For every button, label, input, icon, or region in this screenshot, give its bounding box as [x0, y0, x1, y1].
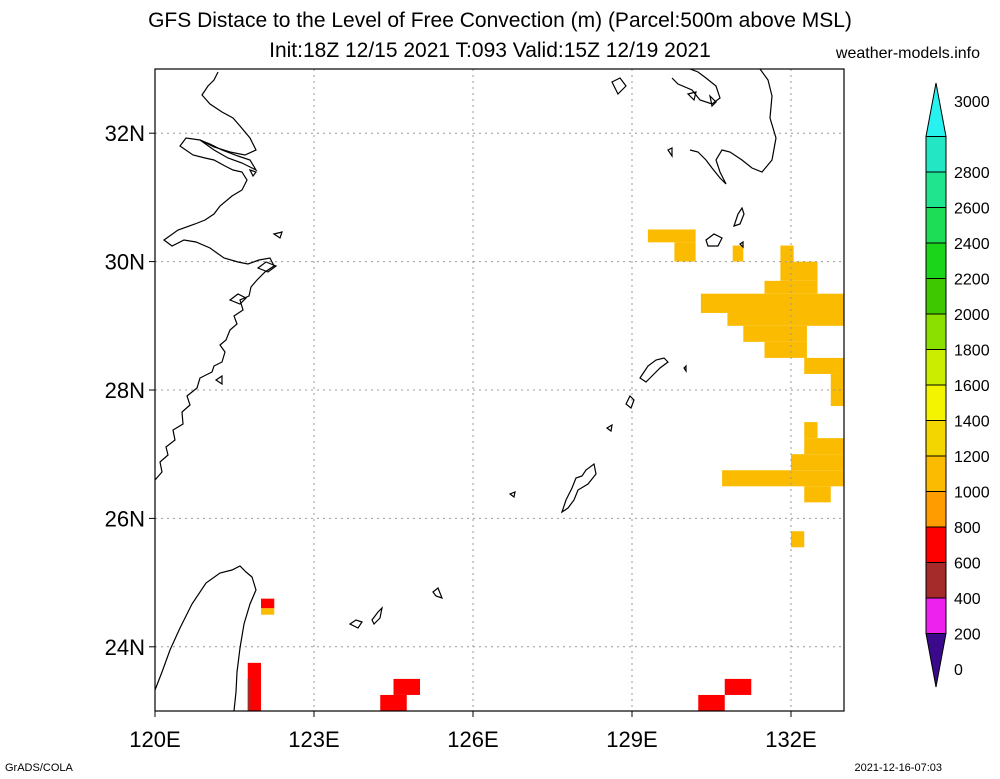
coastal-islands — [214, 168, 283, 386]
field-cell-20 — [247, 662, 261, 711]
colorbar-swatch — [925, 278, 947, 315]
kyushu-coastline — [671, 69, 721, 105]
field-cell-13 — [804, 438, 844, 455]
field-cell-3 — [780, 245, 794, 262]
colorbar-swatch — [925, 526, 947, 563]
colorbar-swatch — [925, 242, 947, 279]
colorbar-swatch — [925, 455, 947, 492]
kyushu-south — [689, 69, 777, 185]
timestamp-label: 2021-12-16-07:03 — [854, 762, 942, 774]
colorbar-level-label: 3000 — [954, 94, 990, 111]
colorbar-swatch — [925, 171, 947, 208]
miyako-islands — [348, 587, 444, 629]
field-cell-18 — [261, 598, 275, 609]
colorbar-swatch — [925, 562, 947, 599]
lat-tick-label: 26N — [105, 506, 145, 531]
colorbar-level-label: 400 — [954, 591, 981, 608]
field-cell-25 — [724, 678, 752, 695]
lon-tick-label: 120E — [129, 727, 180, 752]
lat-tick-label: 32N — [105, 121, 145, 146]
lat-tick-label: 24N — [105, 635, 145, 660]
field-cell-21 — [247, 678, 251, 711]
field-cell-19 — [261, 608, 275, 615]
islet-e — [739, 240, 744, 249]
islet-b — [605, 423, 613, 433]
site-label[interactable]: weather-models.info — [835, 45, 980, 62]
amami-island — [639, 357, 669, 383]
colorbar-level-label: 1200 — [954, 449, 990, 466]
colorbar: 0 200 400 600 800 1000 1200 1400 1600 1800 2000 220… — [925, 82, 990, 688]
colorbar-level-label: 2200 — [954, 272, 990, 289]
colorbar-swatch — [925, 82, 947, 137]
yangtze-estuary — [199, 139, 258, 172]
taiwan-coastline — [155, 565, 257, 711]
colorbar-swatch — [925, 384, 947, 421]
field-cell-22 — [380, 694, 407, 711]
islet-c — [508, 491, 516, 499]
colorbar-swatch — [925, 491, 947, 528]
china-coastline — [155, 71, 275, 481]
field-cell-15 — [722, 470, 844, 487]
field-cell-23 — [393, 678, 420, 695]
colorbar-level-label: 1000 — [954, 485, 990, 502]
field-cells — [247, 229, 844, 711]
colorbar-level-label: 2400 — [954, 236, 990, 253]
okinawa-island — [560, 462, 597, 514]
field-cell-1 — [674, 242, 696, 262]
islet-d — [683, 364, 687, 373]
lon-tick-label: 132E — [765, 727, 816, 752]
axis-labels: 120E 123E 126E 129E 132E 24N 26N 28N 30N 32N — [105, 121, 817, 752]
field-cell-10 — [804, 357, 844, 374]
lon-tick-label: 129E — [606, 727, 657, 752]
colorbar-level-label: 800 — [954, 520, 981, 537]
gridlines — [155, 69, 844, 711]
field-cell-24 — [698, 694, 725, 711]
colorbar-swatch — [925, 136, 947, 173]
yakushima — [705, 233, 723, 247]
lon-tick-label: 126E — [447, 727, 498, 752]
field-cell-17 — [791, 531, 805, 548]
field-cell-4 — [780, 261, 818, 281]
colorbar-level-label: 600 — [954, 556, 981, 573]
field-cell-12 — [804, 422, 818, 439]
colorbar-level-label: 1400 — [954, 414, 990, 431]
lon-tick-label: 123E — [288, 727, 339, 752]
colorbar-swatch — [925, 313, 947, 350]
map-title: GFS Distace to the Level of Free Convect… — [148, 9, 852, 32]
field-cell-2 — [732, 245, 744, 262]
colorbar-level-label: 2600 — [954, 201, 990, 218]
field-cell-5 — [764, 280, 818, 294]
colorbar-swatch — [925, 349, 947, 386]
colorbar-level-label: 0 — [954, 662, 963, 679]
field-cell-11 — [830, 373, 844, 407]
credit-label: GrADS/COLA — [5, 762, 73, 774]
field-cell-9 — [764, 341, 807, 358]
lat-tick-label: 30N — [105, 250, 145, 275]
field-cell-8 — [743, 325, 807, 342]
colorbar-swatch — [925, 633, 947, 688]
colorbar-swatch — [925, 207, 947, 244]
field-cell-6 — [700, 293, 844, 313]
field-cell-0 — [647, 229, 696, 243]
islet-a — [625, 394, 635, 409]
colorbar-level-label: 1600 — [954, 378, 990, 395]
colorbar-swatch — [925, 420, 947, 457]
colorbar-level-label: 2000 — [954, 307, 990, 324]
field-cell-16 — [804, 486, 831, 503]
coastlines — [155, 69, 777, 711]
colorbar-swatch — [925, 597, 947, 634]
colorbar-level-label: 200 — [954, 627, 981, 644]
kyushu-west-islands — [611, 77, 717, 158]
colorbar-level-label: 2800 — [954, 165, 990, 182]
field-cell-7 — [727, 312, 844, 326]
field-cell-14 — [791, 454, 844, 471]
map-subtitle: Init:18Z 12/15 2021 T:093 Valid:15Z 12/1… — [269, 39, 711, 62]
colorbar-level-label: 1800 — [954, 343, 990, 360]
tanegashima — [733, 206, 745, 227]
lat-tick-label: 28N — [105, 378, 145, 403]
